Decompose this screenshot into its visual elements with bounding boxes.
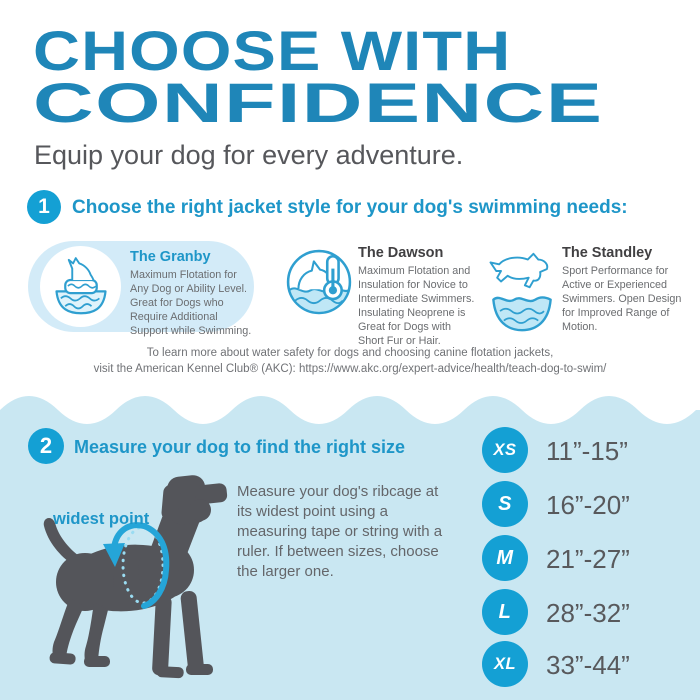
step-1-number: 1 [38,195,50,218]
step-2-heading: Measure your dog to find the right size [74,437,406,457]
size-badge-m: M [482,535,528,581]
size-range-l: 28”-32” [546,598,630,628]
size-badge-l: L [482,589,528,635]
dog-silhouette [43,475,228,679]
step-1-heading: Choose the right jacket style for your d… [72,197,628,218]
size-label-xl: XL [493,654,517,673]
step-2-number: 2 [39,433,53,458]
size-range-xs: 11”-15” [546,436,628,466]
dog-thermometer-icon [285,248,353,316]
style-standley-name: The Standley [562,245,653,261]
step-2-badge: 2 [28,428,64,464]
size-label-xs: XS [493,440,517,459]
size-range-s: 16”-20” [546,490,630,520]
style-granby-name: The Granby [130,249,211,265]
step-1-badge: 1 [27,190,61,224]
style-dawson-description: Maximum Flotation and Insulation for Nov… [358,265,475,348]
widest-point-label: widest point [53,510,150,528]
style-granby-text: The Granby Maximum Flotation for Any Dog… [130,249,252,338]
size-label-m: M [496,546,514,569]
note-line1: To learn more about water safety for dog… [146,347,554,359]
dog-on-float-icon [40,246,121,327]
style-dawson-name: The Dawson [358,245,444,261]
size-badge-s: S [482,481,528,527]
page-subtitle: Equip your dog for every adventure. [34,140,464,170]
style-dawson-text: The Dawson Maximum Flotation and Insulat… [358,245,478,348]
size-label-s: S [498,492,512,515]
style-standley-text: The Standley Sport Performance for Activ… [562,245,684,334]
size-badge-xl: XL [482,641,528,687]
wave-divider [0,396,700,700]
size-range-xl: 33”-44” [546,650,630,680]
measure-instructions: Measure your dog's ribcage at its widest… [237,483,443,580]
page-title-line1: CHOOSE WITH [33,19,512,82]
style-granby-description: Maximum Flotation for Any Dog or Ability… [130,269,252,338]
size-label-l: L [498,600,512,623]
note-line2: visit the American Kennel Club® (AKC): h… [93,362,607,375]
measurement-arrow [103,522,170,609]
size-badge-xs: XS [482,427,528,473]
style-standley-description: Sport Performance for Active or Experien… [562,265,682,334]
water-safety-note: To learn more about water safety for dog… [0,346,700,377]
dog-jumping-icon [486,250,558,334]
size-range-m: 21”-27” [546,544,630,574]
page-title-line2: CONFIDENCE [33,71,604,134]
